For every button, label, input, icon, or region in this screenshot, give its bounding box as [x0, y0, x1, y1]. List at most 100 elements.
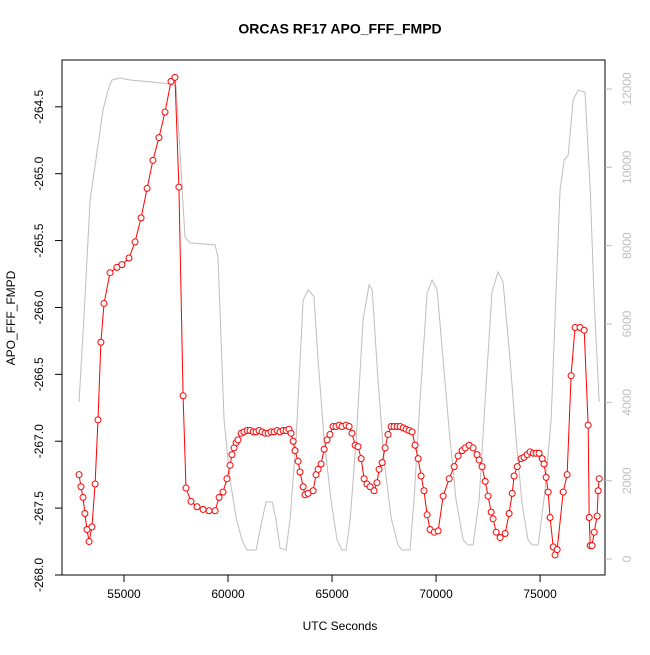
data-point: [481, 477, 489, 485]
data-point: [584, 421, 592, 429]
data-point: [381, 444, 389, 452]
data-point: [414, 455, 422, 463]
data-point: [489, 515, 497, 523]
x-axis-label: UTC Seconds: [303, 619, 378, 633]
data-point: [167, 77, 175, 85]
y-tick-label: -268.0: [32, 558, 46, 592]
data-point: [199, 505, 207, 513]
data-point: [540, 460, 548, 468]
data-point: [508, 489, 516, 497]
data-point: [317, 460, 325, 468]
data-point: [345, 423, 353, 431]
data-point: [594, 487, 602, 495]
data-point: [454, 452, 462, 460]
data-point: [75, 471, 83, 479]
y-tick-label: -266.5: [32, 357, 46, 391]
x-tick-label: 75000: [523, 587, 557, 601]
y2-tick-label: 0: [620, 555, 634, 562]
data-point: [205, 507, 213, 515]
data-point: [417, 472, 425, 480]
data-point: [553, 546, 561, 554]
data-point: [559, 488, 567, 496]
y-tick-label: -266.0: [32, 290, 46, 324]
data-point: [370, 487, 378, 495]
data-point: [492, 528, 500, 536]
data-point: [505, 509, 513, 517]
data-point: [357, 455, 365, 463]
y-tick-label: -265.5: [32, 223, 46, 257]
data-point: [563, 471, 571, 479]
data-point: [360, 475, 368, 483]
plot-frame: [61, 59, 606, 576]
y-tick-label: -264.5: [32, 89, 46, 123]
data-point: [593, 512, 601, 520]
data-point: [223, 475, 231, 483]
data-point: [450, 463, 458, 471]
data-point: [542, 473, 550, 481]
data-point: [118, 261, 126, 269]
data-point: [496, 534, 504, 542]
data-point: [182, 484, 190, 492]
data-point: [411, 441, 419, 449]
data-point: [439, 492, 447, 500]
x-tick-label: 55000: [107, 587, 141, 601]
data-point: [326, 431, 334, 439]
data-point: [97, 338, 105, 346]
data-point: [88, 523, 96, 531]
data-point: [234, 436, 242, 444]
data-point: [179, 392, 187, 400]
y2-tick-label: 8000: [620, 232, 634, 259]
data-point: [469, 444, 477, 452]
series-line: [78, 77, 600, 551]
x-tick-label: 60000: [211, 587, 245, 601]
data-point: [590, 528, 598, 536]
data-point: [149, 156, 157, 164]
data-point: [487, 508, 495, 516]
data-point: [384, 431, 392, 439]
data-point: [585, 513, 593, 521]
data-point: [219, 488, 227, 496]
data-point: [588, 542, 596, 550]
chart-title: ORCAS RF17 APO_FFF_FMPD: [238, 21, 441, 37]
data-point: [535, 449, 543, 457]
data-point: [171, 73, 179, 81]
data-point: [420, 487, 428, 495]
data-point: [354, 443, 362, 451]
data-point: [314, 465, 322, 473]
data-point: [434, 527, 442, 535]
x-tick-label: 65000: [315, 587, 349, 601]
data-point: [289, 437, 297, 445]
data-point: [445, 475, 453, 483]
data-point: [375, 465, 383, 473]
data-point: [309, 487, 317, 495]
data-point: [366, 483, 374, 491]
x-tick-label: 70000: [419, 587, 453, 601]
data-point: [299, 483, 307, 491]
data-point: [91, 480, 99, 488]
data-point: [501, 530, 509, 538]
data-point: [348, 429, 356, 437]
data-point: [143, 184, 151, 192]
data-point: [408, 428, 416, 436]
data-point: [580, 326, 588, 334]
data-point: [193, 503, 201, 511]
data-point: [320, 445, 328, 453]
data-point: [323, 436, 331, 444]
data-point: [546, 513, 554, 521]
data-point: [137, 214, 145, 222]
data-point: [484, 492, 492, 500]
data-point: [94, 416, 102, 424]
data-point: [291, 447, 299, 455]
data-point: [296, 468, 304, 476]
y2-tick-label: 10000: [620, 150, 634, 184]
data-point: [226, 461, 234, 469]
data-point: [287, 429, 295, 437]
data-point: [544, 488, 552, 496]
data-point: [175, 183, 183, 191]
y2-tick-label: 12000: [620, 72, 634, 106]
data-point: [513, 463, 521, 471]
data-point: [85, 538, 93, 546]
data-point: [215, 493, 223, 501]
